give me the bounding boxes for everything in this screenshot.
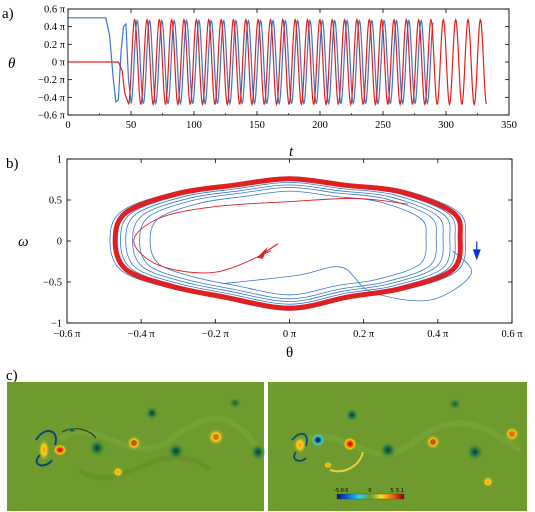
x-tick-label: 0.2 π bbox=[353, 329, 375, 340]
blue-loop bbox=[139, 186, 437, 300]
red-limit-cycle bbox=[112, 176, 463, 311]
panel-a-plot-area bbox=[68, 17, 487, 107]
y-tick-label: 0.6 π bbox=[44, 5, 66, 16]
colorbar-tick-label: 5.1 bbox=[396, 488, 404, 494]
blue-loop bbox=[132, 184, 444, 302]
panel-b-xlabel: θ bbox=[286, 345, 293, 361]
y-tick-label: −1 bbox=[51, 319, 62, 330]
y-tick-label: −0.5 bbox=[43, 278, 62, 289]
y-tick-label: 0.2 π bbox=[44, 40, 66, 51]
x-tick-label: 300 bbox=[438, 120, 454, 131]
y-tick-label: 0.4 π bbox=[44, 22, 66, 33]
x-tick-label: −0.4 π bbox=[128, 329, 156, 340]
x-tick-label: 350 bbox=[501, 120, 517, 131]
series-line-0 bbox=[68, 17, 434, 106]
panel-c-label: c) bbox=[6, 368, 18, 384]
panel-a-y-ticks: 0.6 π 0.4 π 0.2 π 0 π −0.2 π −0.4 π −0.6 π bbox=[38, 5, 509, 122]
y-tick-label: 0 π bbox=[52, 58, 66, 69]
blue-arrow-head bbox=[472, 249, 481, 261]
x-tick-label: 0 bbox=[65, 120, 70, 131]
y-tick-label: −0.6 π bbox=[38, 111, 66, 122]
blue-loop bbox=[149, 190, 427, 296]
colorbar-tick-label: 0 bbox=[368, 488, 371, 494]
panel-b-frame bbox=[66, 158, 513, 324]
panel-b-ylabel: ω bbox=[18, 234, 29, 250]
x-tick-label: 50 bbox=[126, 120, 137, 131]
x-tick-label: 150 bbox=[249, 120, 265, 131]
colorbar-tick-label: -5 bbox=[344, 488, 349, 494]
x-tick-label: 100 bbox=[186, 120, 202, 131]
colorbar-tick-label: -5.0 bbox=[334, 488, 344, 494]
panel-b-x-ticks: −0.6 π −0.4 π −0.2 π 0 π 0.2 π 0.4 π 0.6 π bbox=[54, 159, 523, 340]
x-tick-label: 200 bbox=[312, 120, 328, 131]
panel-b-plot-area bbox=[109, 176, 481, 311]
colorbar-tick-label: 5 bbox=[390, 488, 393, 494]
y-tick-label: 0 bbox=[57, 237, 62, 248]
vorticity-field-right: -5.0 -5 0 5 5.1 bbox=[268, 382, 527, 511]
y-tick-label: 0.5 bbox=[49, 196, 62, 207]
colorbar bbox=[336, 493, 405, 500]
x-tick-label: 0.4 π bbox=[427, 329, 449, 340]
red-arrow-head bbox=[256, 246, 268, 259]
x-tick-label: 0.6 π bbox=[501, 329, 523, 340]
blue-loop bbox=[125, 181, 451, 305]
x-tick-label: 0 π bbox=[283, 329, 297, 340]
y-tick-label: −0.2 π bbox=[38, 75, 66, 86]
y-tick-label: −0.4 π bbox=[38, 93, 66, 104]
y-tick-label: 1 bbox=[57, 155, 62, 166]
red-transient bbox=[133, 197, 409, 274]
x-tick-label: −0.2 π bbox=[202, 329, 230, 340]
panel-a-label: a) bbox=[2, 6, 14, 22]
x-tick-label: 250 bbox=[375, 120, 391, 131]
colorbar-ticks: -5.0 -5 0 5 5.1 bbox=[334, 488, 404, 494]
x-tick-label: −0.6 π bbox=[54, 329, 82, 340]
panel-a-frame bbox=[67, 8, 510, 116]
vorticity-field-left bbox=[7, 382, 266, 511]
panel-a-xlabel: t bbox=[289, 144, 294, 160]
panel-a-ylabel: θ bbox=[8, 56, 16, 72]
panel-b-label: b) bbox=[6, 156, 19, 172]
series-line-1 bbox=[68, 18, 487, 107]
